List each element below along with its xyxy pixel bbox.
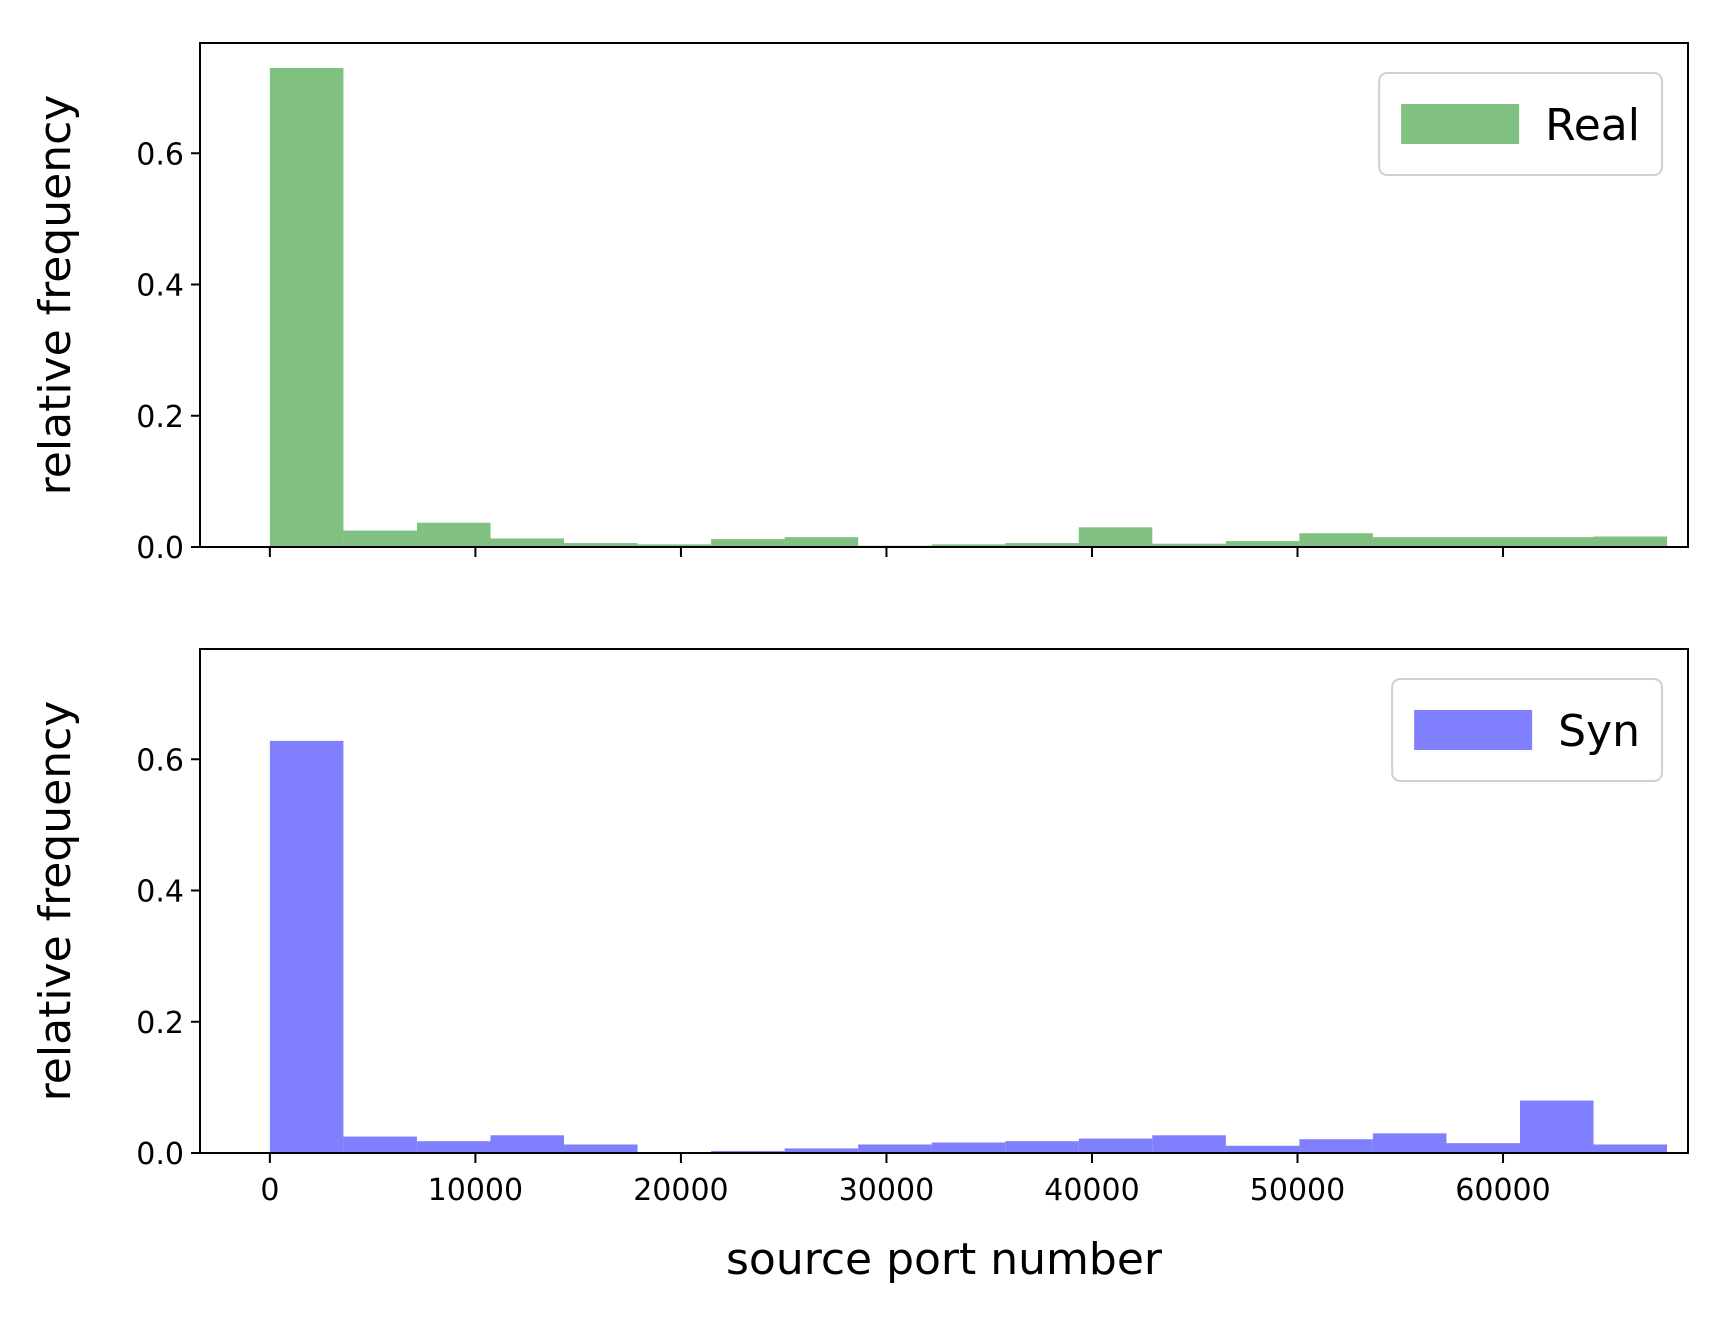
syn-histogram-panel: 0.0 0.2 0.4 0.6 0 10000 20000 30000 40000 50000 60… [30,648,1689,1285]
histogram-bar [490,1135,565,1153]
legend: Real [1378,72,1663,176]
histogram-bar [1372,537,1447,547]
legend-label: Syn [1558,706,1640,757]
histogram-bar [564,543,638,547]
histogram-bar [1520,1100,1594,1153]
x-axis-title: source port number [726,1234,1163,1285]
histogram-bar [858,1144,932,1153]
y-axis-title: relative frequency [30,701,81,1102]
histogram-bar [490,538,565,547]
histogram-bar [1152,1135,1226,1153]
histogram-bar [1520,537,1594,547]
histogram-bar [1299,533,1373,547]
y-tick-label: 0.0 [136,1137,184,1172]
histogram-bar [1005,543,1079,547]
histogram-bar [1225,1145,1300,1153]
histogram-bar [1078,1138,1153,1153]
histogram-bar [416,1141,491,1153]
x-tick-label: 60000 [1455,1173,1550,1208]
histogram-bar [416,522,491,547]
y-tick-label: 0.4 [136,269,184,304]
legend: Syn [1391,678,1663,782]
histogram-bar [1593,1144,1668,1153]
y-tick-label: 0.2 [136,400,184,435]
x-tick-label: 10000 [428,1173,523,1208]
histogram-bar [1005,1141,1079,1153]
x-tick-label: 0 [260,1173,279,1208]
histogram-bar [1225,541,1300,547]
real-histogram-panel: 0.0 0.2 0.4 0.6 relative frequency Real [30,42,1689,566]
histogram-bar [784,537,859,547]
legend-swatch [1401,104,1520,144]
histogram-bar [1078,527,1153,547]
y-tick-label: 0.6 [136,743,184,778]
histogram-bar [1299,1139,1373,1153]
histogram-bar [564,1144,638,1153]
histogram-bar [711,539,785,547]
y-tick-label: 0.2 [136,1006,184,1041]
histogram-bar [1446,537,1521,547]
histogram-bar [931,1142,1006,1153]
y-axis-title: relative frequency [30,95,81,496]
histogram-bar [784,1148,859,1153]
x-tick-label: 30000 [839,1173,934,1208]
histogram-bar [1593,536,1668,547]
histogram-bar [269,67,344,547]
histogram-bar [931,544,1006,547]
y-tick-label: 0.4 [136,875,184,910]
plot-frame [199,648,1689,1154]
histogram-bar [1152,543,1226,547]
histogram-bar [637,544,712,547]
x-tick-label: 50000 [1250,1173,1345,1208]
y-tick-label: 0.6 [136,137,184,172]
histogram-bar [343,530,417,547]
histogram-bar [269,740,344,1153]
legend-box [1378,72,1663,176]
histogram-bar [1372,1133,1447,1153]
legend-label: Real [1545,100,1640,151]
y-tick-label: 0.0 [136,531,184,566]
histogram-bar [1446,1143,1521,1153]
x-tick-label: 40000 [1044,1173,1139,1208]
plot-frame [199,42,1689,548]
x-tick-label: 20000 [633,1173,728,1208]
histogram-bar [343,1136,417,1153]
legend-swatch [1414,710,1533,750]
